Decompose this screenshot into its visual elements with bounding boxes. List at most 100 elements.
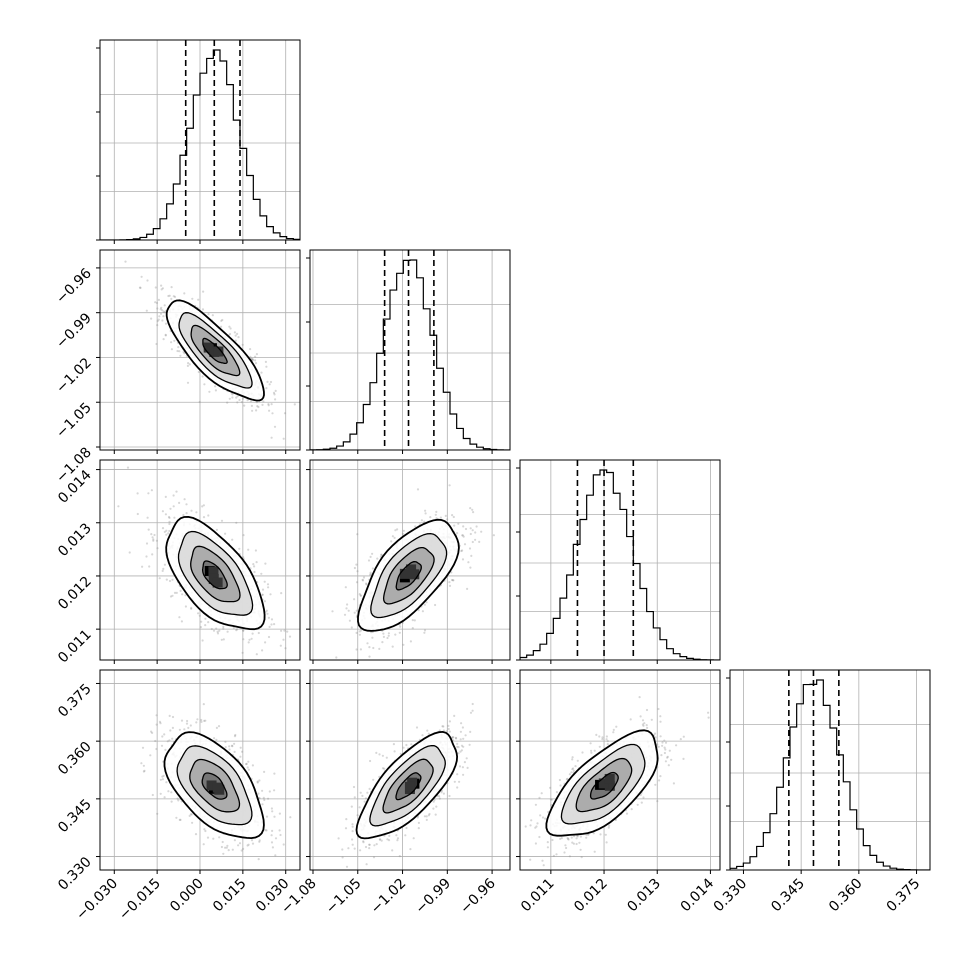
sample-point xyxy=(165,533,168,536)
sample-point xyxy=(239,755,242,758)
sample-point xyxy=(191,297,194,300)
sample-point xyxy=(258,840,261,843)
sample-point xyxy=(253,570,256,574)
sample-point xyxy=(138,286,142,289)
sample-point xyxy=(413,619,416,622)
sample-point xyxy=(202,516,206,519)
sample-point xyxy=(239,746,242,749)
contour-line xyxy=(177,530,254,616)
sample-point xyxy=(641,719,645,722)
sample-point xyxy=(343,613,347,616)
sample-point xyxy=(433,798,436,802)
sample-point xyxy=(455,737,458,740)
sample-point xyxy=(462,535,465,538)
sample-point xyxy=(168,714,171,718)
sample-point xyxy=(424,509,427,512)
contour-line xyxy=(176,745,253,826)
sample-point xyxy=(337,837,340,840)
sample-point xyxy=(435,805,438,808)
sample-point xyxy=(231,745,234,748)
sample-point xyxy=(159,792,162,795)
sample-point xyxy=(251,632,254,635)
sample-point xyxy=(381,641,384,644)
sample-point xyxy=(247,641,250,644)
sample-point xyxy=(195,721,198,724)
sample-point xyxy=(200,718,203,722)
sample-point xyxy=(601,736,604,739)
sample-point xyxy=(181,593,184,596)
sample-point xyxy=(249,400,252,403)
sample-point xyxy=(156,812,159,815)
sample-point xyxy=(612,728,615,732)
sample-point xyxy=(155,301,159,305)
sample-point xyxy=(438,797,441,800)
sample-point xyxy=(218,629,221,632)
sample-point xyxy=(204,624,207,627)
sample-point xyxy=(273,623,276,626)
sample-point xyxy=(273,789,276,792)
sample-point xyxy=(189,813,192,816)
sample-point xyxy=(457,746,460,749)
sample-point xyxy=(142,770,145,773)
sample-point xyxy=(173,591,177,595)
sample-point xyxy=(157,318,160,321)
sample-point xyxy=(460,744,464,747)
sample-point xyxy=(164,495,167,498)
sample-point xyxy=(140,275,143,278)
sample-point xyxy=(469,532,472,536)
sample-point xyxy=(278,812,281,815)
sample-point xyxy=(461,558,465,561)
sample-point xyxy=(365,582,368,585)
sample-point xyxy=(462,745,465,748)
sample-point xyxy=(367,559,371,562)
sample-point xyxy=(159,722,162,725)
sample-point xyxy=(361,578,364,581)
sample-point xyxy=(402,529,405,532)
sample-point xyxy=(359,648,362,651)
sample-point xyxy=(530,819,533,822)
sample-point xyxy=(423,603,426,606)
sample-point xyxy=(197,298,200,301)
sample-point xyxy=(391,645,394,648)
sample-point xyxy=(261,588,265,591)
sample-point xyxy=(186,381,190,384)
sample-point xyxy=(199,626,202,629)
sample-point xyxy=(233,331,236,334)
sample-point xyxy=(409,640,412,643)
sample-point xyxy=(463,543,467,546)
sample-point xyxy=(392,743,395,746)
sample-point xyxy=(344,827,348,830)
sample-point xyxy=(157,298,160,301)
sample-point xyxy=(641,723,645,726)
sample-point xyxy=(167,294,170,298)
sample-point xyxy=(210,627,213,631)
sample-point xyxy=(425,601,428,604)
sample-point xyxy=(464,527,468,531)
sample-point xyxy=(241,343,244,346)
sample-point xyxy=(280,592,283,595)
sample-point xyxy=(242,534,245,537)
sample-point xyxy=(356,570,359,573)
contour-line xyxy=(355,730,459,840)
sample-point xyxy=(353,611,356,614)
sample-point xyxy=(295,873,297,875)
sample-point xyxy=(361,579,365,582)
sample-point xyxy=(256,780,259,783)
sample-point xyxy=(396,837,400,840)
sample-point xyxy=(228,745,231,748)
sample-point xyxy=(245,763,248,766)
sample-point xyxy=(164,334,167,337)
sample-point xyxy=(362,576,366,579)
sample-point xyxy=(265,815,269,818)
sample-point xyxy=(440,791,443,794)
sample-point xyxy=(371,567,374,570)
sample-point xyxy=(136,492,139,495)
sample-point xyxy=(160,306,163,309)
sample-point xyxy=(154,301,157,304)
sample-point xyxy=(261,789,264,792)
sample-point xyxy=(251,764,254,767)
sample-point xyxy=(423,631,426,634)
sample-point xyxy=(203,383,206,386)
sample-point xyxy=(371,552,374,555)
sample-point xyxy=(220,319,223,322)
